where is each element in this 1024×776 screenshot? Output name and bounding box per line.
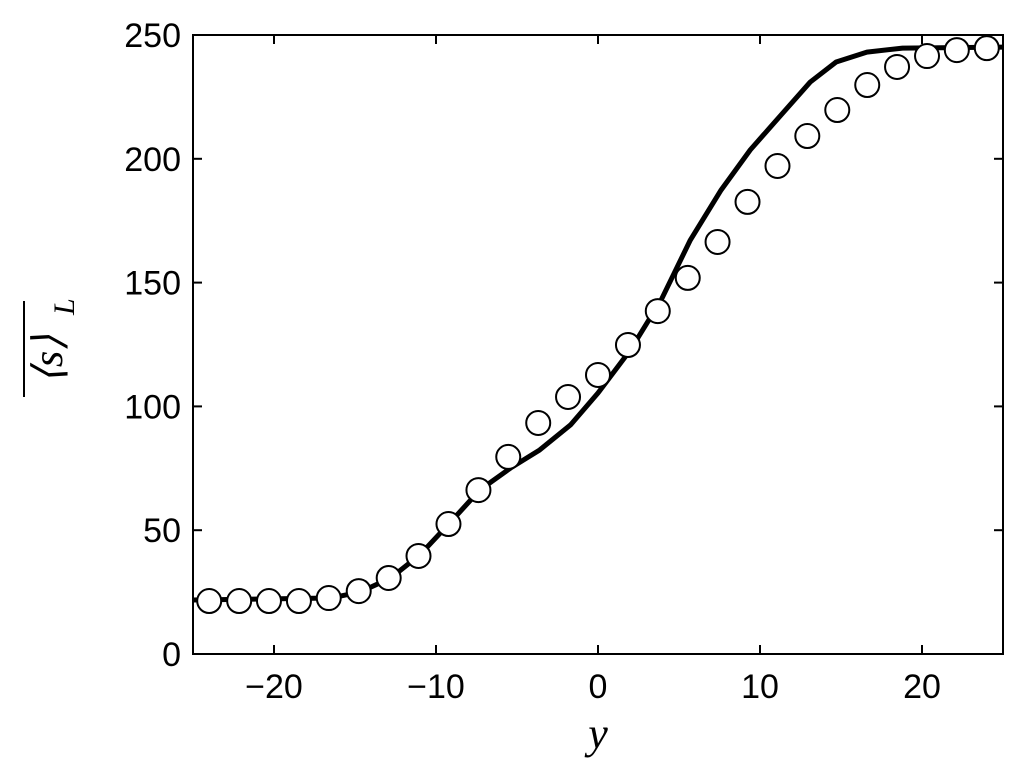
y-axis-label-text: ⟨s⟩ bbox=[26, 334, 72, 383]
data-point bbox=[196, 588, 223, 615]
data-point bbox=[585, 361, 611, 388]
x-tick-label: 0 bbox=[589, 668, 608, 706]
y-tick-label: 50 bbox=[143, 512, 181, 550]
x-tick-label: 20 bbox=[903, 668, 941, 706]
data-point bbox=[734, 188, 761, 215]
data-point bbox=[973, 35, 1000, 62]
data-point bbox=[525, 409, 552, 436]
x-tick-label: 10 bbox=[741, 668, 779, 706]
data-line bbox=[192, 44, 1004, 603]
data-point bbox=[914, 43, 941, 70]
data-point bbox=[315, 585, 342, 612]
data-point bbox=[764, 152, 791, 179]
data-point bbox=[674, 264, 701, 291]
data-point bbox=[285, 588, 312, 615]
data-point bbox=[435, 511, 462, 538]
data-point bbox=[495, 443, 522, 470]
data-point bbox=[704, 228, 731, 255]
data-point bbox=[375, 564, 402, 591]
y-tick-label: 0 bbox=[162, 636, 181, 674]
data-point bbox=[555, 383, 582, 410]
y-tick-label: 150 bbox=[124, 265, 181, 303]
data-point bbox=[794, 123, 821, 150]
data-point bbox=[884, 53, 911, 80]
x-tick-label: −10 bbox=[407, 668, 465, 706]
data-point bbox=[644, 298, 671, 325]
data-point bbox=[345, 578, 372, 605]
data-point bbox=[824, 97, 851, 124]
data-point bbox=[226, 588, 253, 615]
y-axis-label-subscript: L bbox=[48, 298, 81, 316]
plot-frame bbox=[192, 34, 1004, 655]
y-tick-label: 200 bbox=[124, 141, 181, 179]
data-point bbox=[943, 37, 970, 64]
data-point bbox=[405, 542, 432, 569]
y-axis-label: ⟨s⟩ L bbox=[23, 298, 81, 397]
data-point bbox=[255, 588, 282, 615]
y-tick-label: 250 bbox=[124, 17, 181, 55]
data-point bbox=[465, 477, 492, 504]
y-tick-label: 100 bbox=[124, 388, 181, 426]
data-point bbox=[614, 331, 641, 358]
x-axis-label: y bbox=[584, 709, 608, 758]
data-point bbox=[854, 72, 881, 99]
x-tick-label: −20 bbox=[245, 668, 303, 706]
